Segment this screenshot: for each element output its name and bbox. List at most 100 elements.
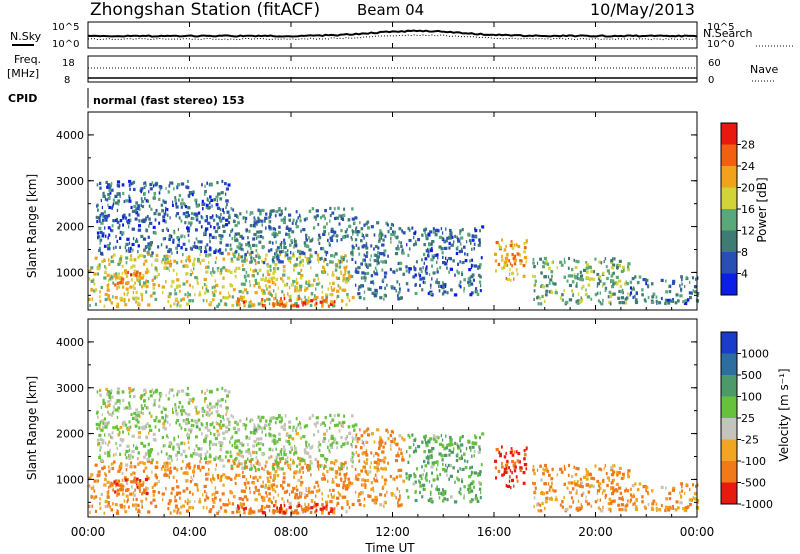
power-cell bbox=[310, 266, 312, 270]
power-cell bbox=[580, 274, 584, 278]
velocity-cell bbox=[567, 481, 571, 485]
power-cell bbox=[643, 298, 646, 302]
velocity-cell bbox=[325, 500, 329, 504]
velocity-cell bbox=[340, 436, 343, 440]
velocity-cell bbox=[425, 474, 428, 478]
power-cell bbox=[615, 275, 619, 279]
power-cell bbox=[182, 202, 185, 206]
velocity-cell bbox=[304, 502, 306, 506]
velocity-cell bbox=[339, 477, 343, 481]
power-cell bbox=[125, 287, 129, 291]
velocity-cell bbox=[230, 436, 233, 441]
power-cell bbox=[256, 254, 260, 258]
power-cell bbox=[520, 259, 523, 263]
velocity-cell bbox=[585, 470, 589, 474]
velocity-cell bbox=[415, 446, 417, 450]
velocity-cell bbox=[99, 502, 101, 506]
power-cell bbox=[172, 203, 174, 207]
power-cell bbox=[340, 256, 343, 260]
velocity-cell bbox=[171, 487, 175, 491]
velocity-cell bbox=[261, 430, 263, 434]
velocity-cell bbox=[136, 414, 140, 418]
velocity-cell bbox=[176, 479, 178, 483]
velocity-cell bbox=[207, 405, 210, 409]
power-cell bbox=[110, 184, 112, 188]
velocity-cell bbox=[186, 463, 188, 467]
power-cell bbox=[96, 219, 99, 224]
power-cell bbox=[348, 274, 352, 278]
power-cell bbox=[90, 266, 94, 270]
power-cell bbox=[107, 283, 110, 287]
power-cell bbox=[168, 184, 171, 188]
velocity-cell bbox=[501, 473, 504, 477]
power-cell bbox=[250, 299, 252, 304]
velocity-cell bbox=[399, 468, 403, 472]
velocity-cell bbox=[237, 428, 240, 432]
power-cell bbox=[322, 247, 325, 251]
velocity-cell bbox=[107, 390, 111, 394]
power-cell bbox=[431, 246, 433, 250]
power-cell bbox=[688, 291, 692, 295]
velocity-cell bbox=[600, 509, 604, 513]
velocity-cell bbox=[335, 483, 338, 487]
velocity-cell bbox=[398, 434, 402, 438]
velocity-cell bbox=[189, 398, 194, 402]
power-cell bbox=[297, 271, 301, 275]
velocity-cell bbox=[177, 507, 180, 511]
velocity-cell bbox=[610, 500, 614, 504]
power-cell bbox=[596, 282, 601, 286]
velocity-cell bbox=[342, 480, 345, 485]
power-cell bbox=[209, 240, 211, 244]
power-cell bbox=[414, 283, 417, 287]
power-cell bbox=[287, 249, 289, 253]
velocity-cell bbox=[585, 473, 589, 477]
power-cell bbox=[329, 214, 332, 218]
power-cell bbox=[585, 270, 589, 274]
power-cell bbox=[354, 238, 358, 242]
power-cell bbox=[158, 221, 161, 225]
power-cell bbox=[235, 249, 238, 254]
power-cell bbox=[218, 225, 221, 230]
velocity-cell bbox=[115, 482, 119, 486]
velocity-cell bbox=[115, 452, 117, 456]
power-cell bbox=[358, 285, 362, 289]
power-cell bbox=[229, 284, 234, 288]
velocity-cell bbox=[694, 497, 698, 501]
power-cell bbox=[175, 246, 178, 250]
velocity-cell bbox=[233, 426, 235, 430]
velocity-cell bbox=[321, 503, 324, 507]
power-cell bbox=[348, 299, 351, 303]
power-cell bbox=[205, 254, 208, 258]
velocity-cell bbox=[103, 511, 106, 515]
velocity-cell bbox=[209, 447, 211, 451]
power-cell bbox=[429, 242, 433, 246]
colorbar-segment bbox=[721, 353, 737, 375]
velocity-cell bbox=[217, 399, 221, 403]
velocity-cell bbox=[285, 508, 288, 512]
power-cell bbox=[575, 259, 578, 263]
power-cell bbox=[401, 248, 404, 252]
power-cell bbox=[236, 257, 240, 261]
power-cell bbox=[293, 268, 296, 272]
power-cell bbox=[231, 237, 234, 241]
velocity-cell bbox=[206, 410, 209, 414]
velocity-cell bbox=[245, 449, 248, 454]
velocity-cell bbox=[327, 445, 329, 449]
velocity-cell bbox=[104, 499, 108, 504]
power-cell bbox=[335, 276, 338, 280]
velocity-cell bbox=[268, 509, 271, 513]
power-cell bbox=[445, 284, 447, 288]
velocity-cell bbox=[429, 490, 432, 494]
power-cell bbox=[634, 298, 638, 302]
power-cell bbox=[442, 281, 444, 285]
power-cell bbox=[221, 234, 224, 238]
velocity-cell bbox=[279, 459, 282, 464]
velocity-cell bbox=[219, 478, 222, 483]
velocity-cell bbox=[254, 425, 257, 429]
power-cell bbox=[131, 227, 135, 231]
velocity-cell bbox=[667, 508, 671, 512]
velocity-cell bbox=[612, 499, 616, 503]
velocity-cell bbox=[222, 436, 226, 441]
power-cell bbox=[551, 281, 554, 285]
power-cell bbox=[278, 213, 282, 217]
